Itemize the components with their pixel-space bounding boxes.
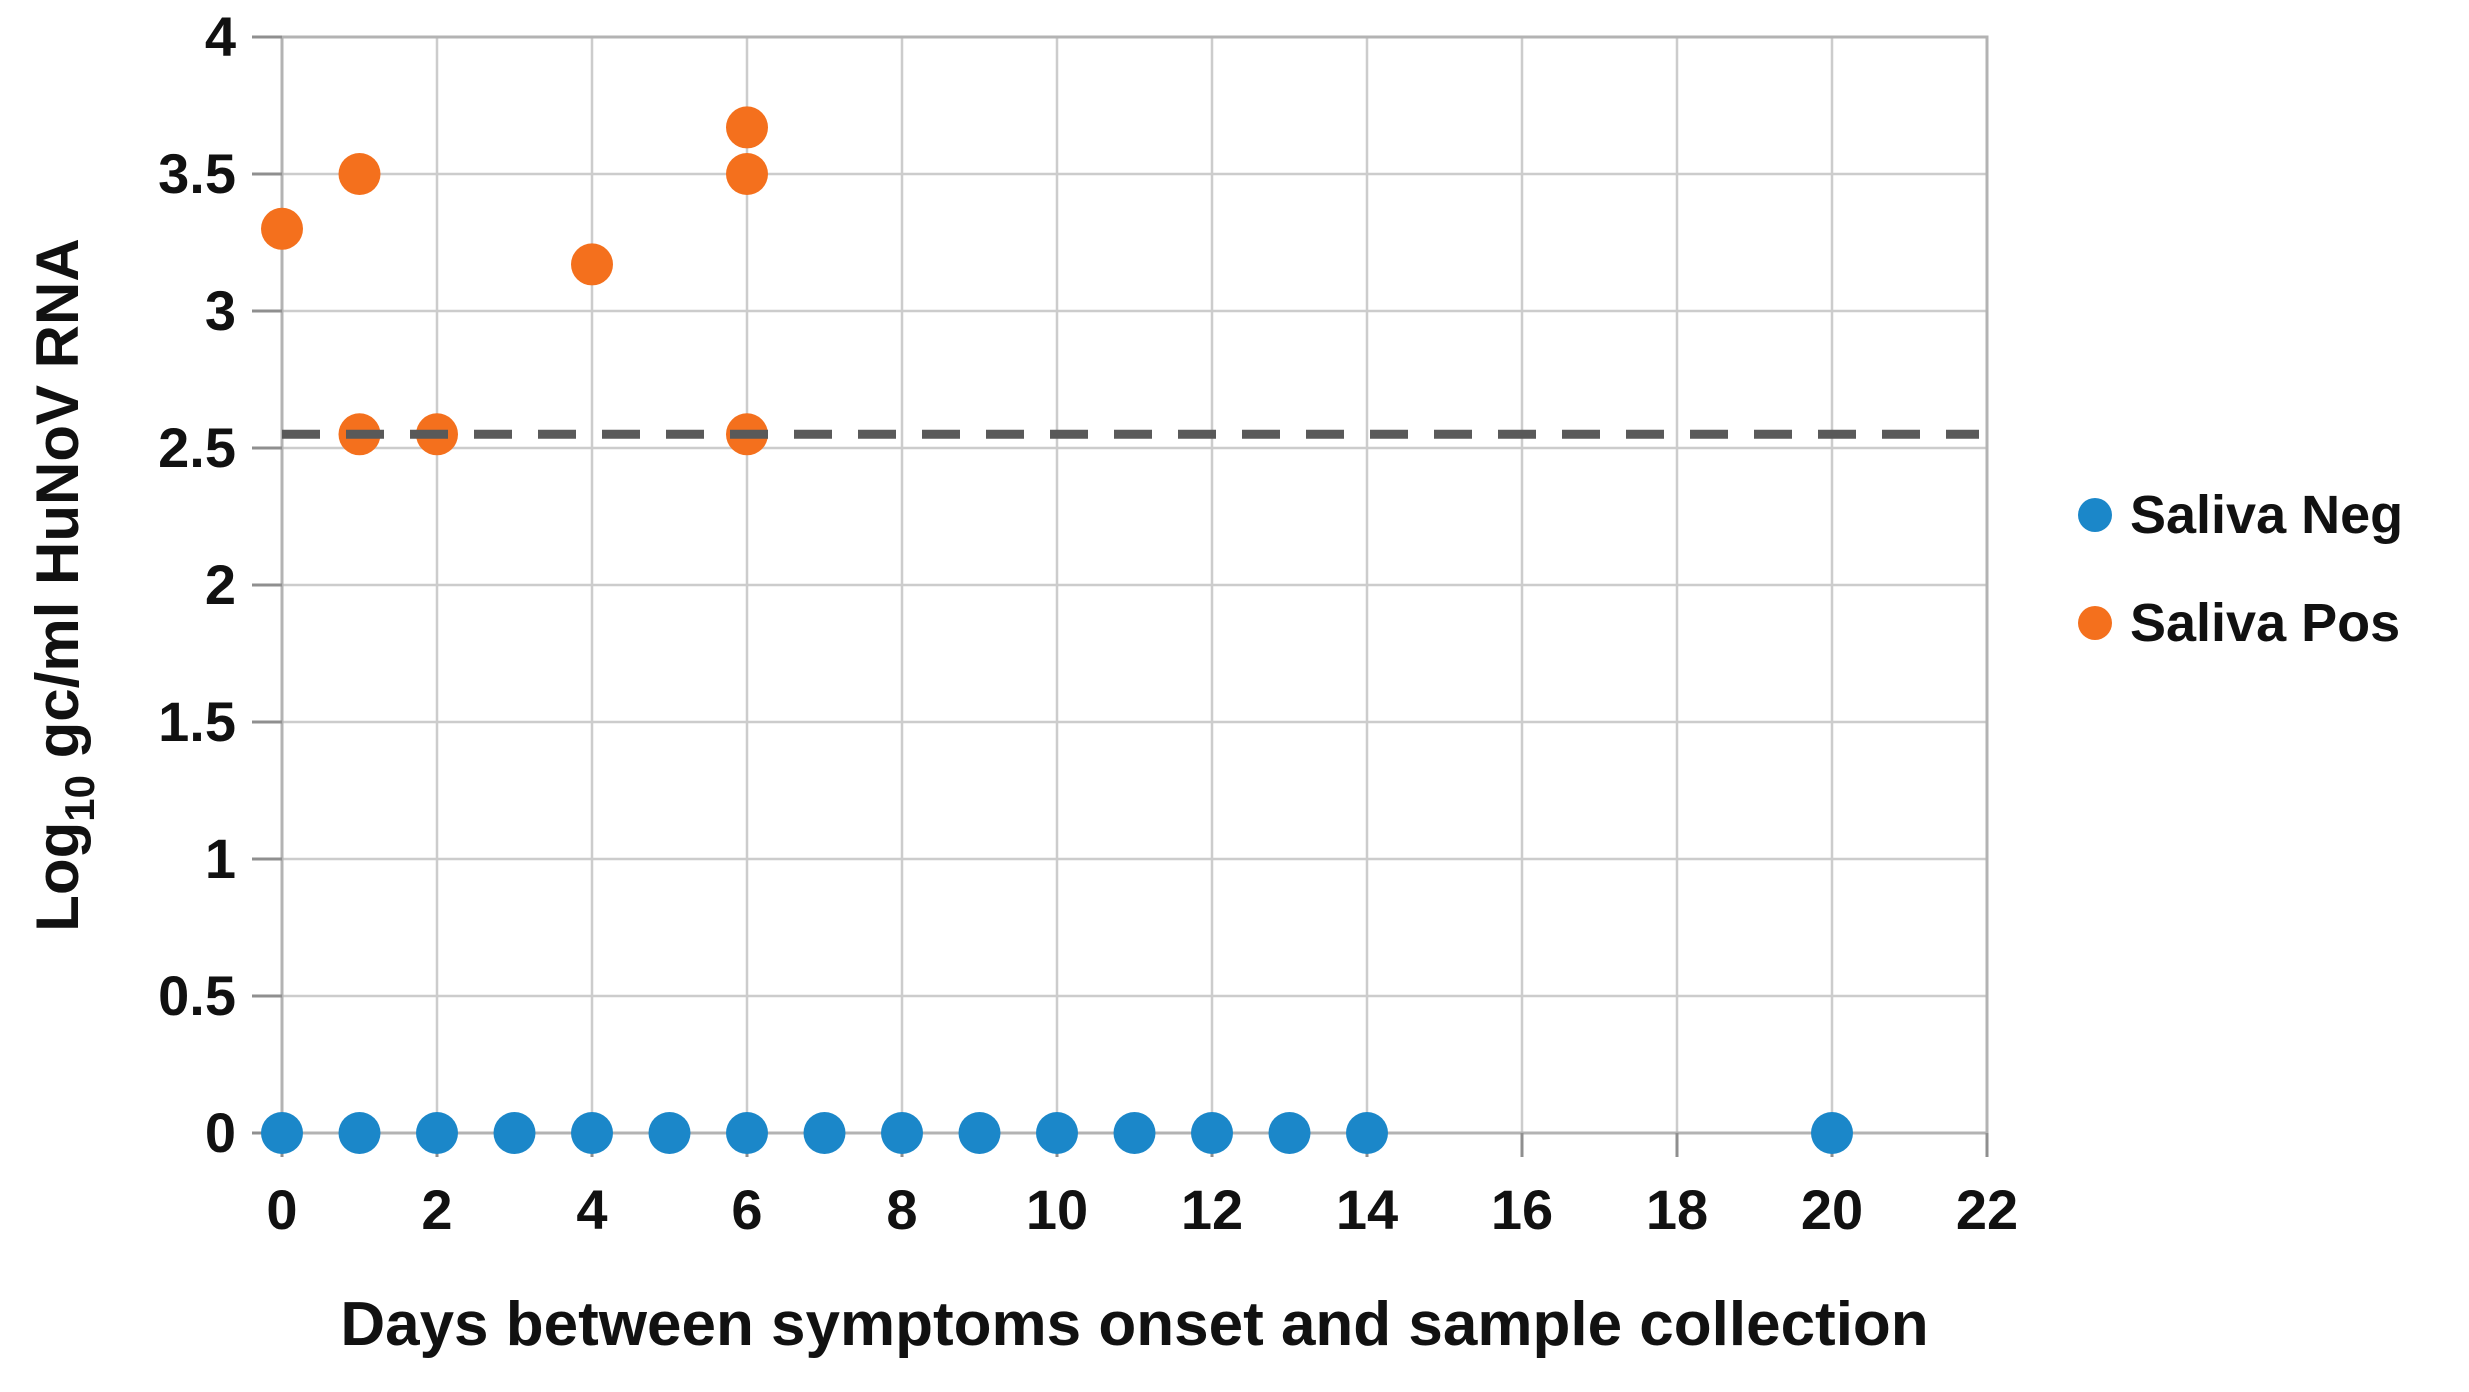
legend-item-saliva-neg: Saliva Neg	[2078, 488, 2403, 542]
data-point-saliva-pos	[338, 153, 381, 195]
data-point-saliva-neg	[881, 1112, 923, 1154]
data-point-saliva-neg	[958, 1112, 1001, 1154]
data-point-saliva-neg	[261, 1112, 303, 1154]
chart-legend: Saliva Neg Saliva Pos	[2078, 488, 2403, 650]
y-axis-title: Log10 gc/ml HuNoV RNA	[24, 238, 103, 931]
x-tick-label: 0	[266, 1178, 297, 1241]
y-tick-label: 2	[205, 553, 236, 616]
data-point-saliva-neg	[1811, 1112, 1853, 1154]
x-tick-label: 16	[1491, 1178, 1553, 1241]
y-tick-label: 1	[205, 827, 236, 890]
data-point-saliva-neg	[648, 1112, 691, 1154]
legend-item-saliva-pos: Saliva Pos	[2078, 596, 2403, 650]
x-tick-label: 10	[1026, 1178, 1088, 1241]
data-point-saliva-pos	[261, 207, 303, 250]
data-point-saliva-neg	[493, 1112, 536, 1154]
data-point-saliva-neg	[571, 1112, 613, 1154]
data-point-saliva-neg	[1036, 1112, 1078, 1154]
data-point-saliva-neg	[1113, 1112, 1156, 1154]
y-tick-label: 3.5	[158, 142, 236, 205]
data-point-saliva-neg	[726, 1112, 768, 1154]
legend-label-saliva-pos: Saliva Pos	[2130, 593, 2401, 653]
y-tick-label: 3	[205, 279, 236, 342]
x-tick-label: 20	[1801, 1178, 1863, 1241]
y-tick-label: 4	[205, 5, 236, 68]
legend-marker-pos-icon	[2078, 606, 2112, 640]
x-tick-label: 4	[576, 1178, 607, 1241]
data-point-saliva-neg	[416, 1112, 458, 1154]
x-tick-label: 2	[421, 1178, 452, 1241]
x-tick-label: 12	[1181, 1178, 1243, 1241]
data-point-saliva-pos	[726, 153, 768, 195]
x-tick-label: 22	[1956, 1178, 2018, 1241]
x-axis-title: Days between symptoms onset and sample c…	[340, 1290, 1928, 1359]
data-point-saliva-neg	[338, 1112, 381, 1154]
legend-marker-neg-icon	[2078, 498, 2112, 532]
y-tick-label: 0.5	[158, 964, 236, 1027]
x-tick-label: 6	[731, 1178, 762, 1241]
x-tick-label: 14	[1336, 1178, 1398, 1241]
data-point-saliva-pos	[726, 106, 768, 149]
y-tick-label: 1.5	[158, 690, 236, 753]
y-tick-label: 0	[205, 1101, 236, 1164]
y-tick-label: 2.5	[158, 416, 236, 479]
data-point-saliva-neg	[1191, 1112, 1233, 1154]
data-point-saliva-neg	[1268, 1112, 1311, 1154]
data-point-saliva-neg	[1346, 1112, 1388, 1154]
data-point-saliva-pos	[571, 243, 613, 286]
legend-label-saliva-neg: Saliva Neg	[2130, 485, 2404, 545]
x-tick-label: 18	[1646, 1178, 1708, 1241]
x-tick-label: 8	[886, 1178, 917, 1241]
data-point-saliva-neg	[803, 1112, 846, 1154]
